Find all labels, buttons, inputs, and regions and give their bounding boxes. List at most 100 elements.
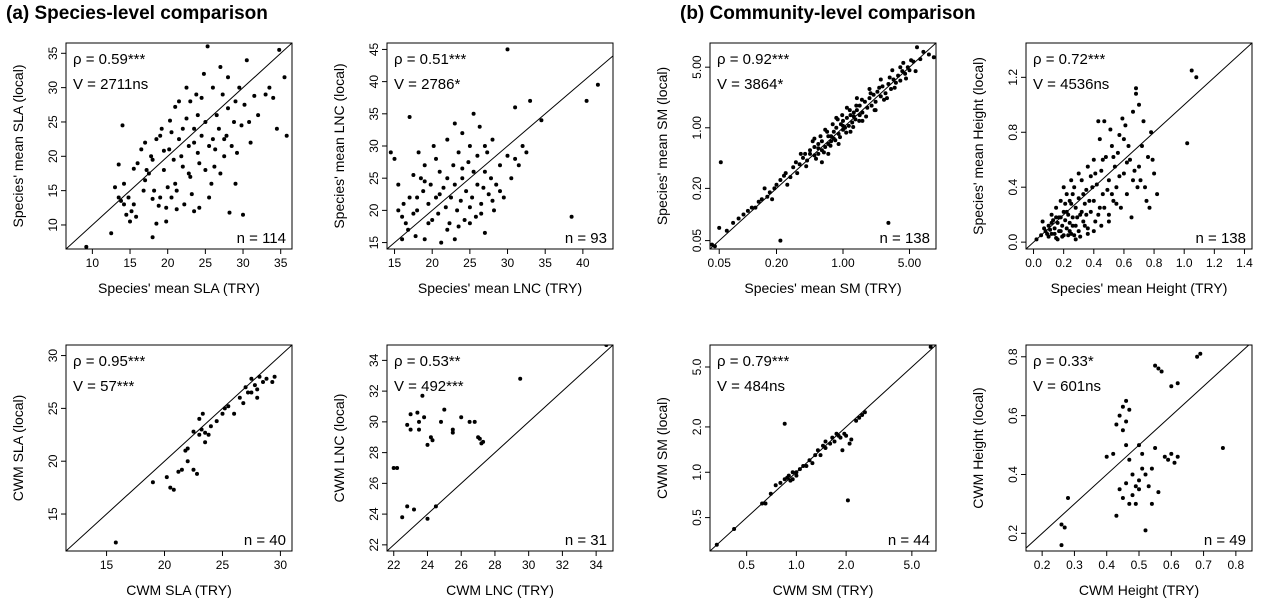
data-point xyxy=(887,75,892,80)
y-axis-label: CWM LNC (local) xyxy=(331,394,347,503)
data-point xyxy=(893,80,898,85)
data-point xyxy=(1152,171,1157,176)
plot-frame xyxy=(1025,42,1253,250)
data-point xyxy=(415,208,420,213)
scatter-panel-3: 0.05 0.20 1.00 5.00 0.05 0.20 1.00 5.00 Species'… xyxy=(654,42,937,296)
data-point xyxy=(790,470,795,475)
data-point xyxy=(770,197,775,202)
data-point xyxy=(434,195,438,200)
data-point xyxy=(850,120,855,125)
data-point xyxy=(420,393,425,398)
data-point xyxy=(144,168,149,172)
data-point xyxy=(797,467,802,472)
data-point xyxy=(277,47,282,52)
data-point xyxy=(1054,205,1059,210)
data-point xyxy=(1127,457,1132,462)
x-tick-label: 0.3 xyxy=(1066,558,1083,572)
data-point xyxy=(871,92,876,97)
data-point xyxy=(798,151,803,156)
data-point xyxy=(471,111,476,116)
data-point xyxy=(233,181,238,186)
stat-rho: ρ = 0.92*** xyxy=(717,51,789,68)
data-point xyxy=(1070,215,1075,220)
data-point xyxy=(229,144,234,148)
data-point xyxy=(256,113,261,118)
plot-frame xyxy=(709,42,937,250)
data-point xyxy=(786,473,791,478)
sample-size: n = 138 xyxy=(1196,230,1246,247)
data-point xyxy=(417,419,421,424)
data-point xyxy=(267,85,272,90)
data-point xyxy=(513,105,518,110)
data-point xyxy=(411,211,416,216)
data-point xyxy=(829,134,834,139)
x-tick-label: 1.0 xyxy=(788,558,805,572)
data-point xyxy=(200,411,205,416)
data-point xyxy=(1143,185,1147,190)
data-point xyxy=(788,175,793,180)
x-tick-label: 20 xyxy=(161,256,175,270)
data-point xyxy=(808,151,812,156)
data-point xyxy=(233,99,238,104)
data-point xyxy=(890,68,895,73)
data-point xyxy=(857,103,862,108)
data-point xyxy=(146,171,151,176)
data-point xyxy=(915,45,919,50)
data-point xyxy=(816,146,821,151)
data-point xyxy=(477,436,482,441)
data-point xyxy=(1115,150,1120,155)
data-point xyxy=(509,176,514,181)
data-point xyxy=(1073,237,1078,242)
data-point xyxy=(1105,187,1110,192)
data-point xyxy=(505,153,510,158)
one-to-one-line xyxy=(387,345,613,551)
data-point xyxy=(422,237,427,242)
plot-area xyxy=(387,47,613,249)
data-point xyxy=(184,85,189,90)
data-point xyxy=(199,95,204,100)
data-point xyxy=(1082,201,1087,206)
data-point xyxy=(1081,219,1086,224)
data-point xyxy=(471,169,476,174)
data-point xyxy=(1169,384,1174,389)
x-tick-label: 0.05 xyxy=(708,256,732,270)
data-point xyxy=(400,214,405,219)
sample-size: n = 40 xyxy=(244,532,286,549)
data-point xyxy=(131,166,136,171)
data-point xyxy=(1147,205,1152,210)
data-point xyxy=(403,221,408,226)
data-point xyxy=(1143,528,1148,533)
plot-frame xyxy=(386,344,614,552)
data-point xyxy=(926,52,931,57)
data-point xyxy=(878,77,883,82)
data-point xyxy=(445,137,450,142)
data-point xyxy=(1084,212,1089,217)
data-point xyxy=(838,135,842,140)
x-tick-label: 0.8 xyxy=(1146,256,1163,270)
data-point xyxy=(1121,137,1126,142)
data-point xyxy=(205,44,210,49)
x-axis-label: Species' mean Height (TRY) xyxy=(1051,280,1228,296)
scatter-panel-7: 0.5 1.0 2.0 5.0 0.5 1.0 2.0 5.0 CWM SM (TRY) CWM … xyxy=(654,344,937,598)
data-point xyxy=(1058,215,1063,220)
data-point xyxy=(1061,209,1066,214)
data-point xyxy=(834,115,839,120)
data-point xyxy=(203,120,208,124)
data-point xyxy=(220,92,225,97)
data-point xyxy=(1114,513,1119,518)
data-point xyxy=(882,97,886,102)
data-point xyxy=(1078,234,1083,239)
data-point xyxy=(180,164,185,169)
data-point xyxy=(450,427,455,432)
plot-frame xyxy=(709,344,937,552)
data-point xyxy=(1064,209,1069,214)
data-point xyxy=(452,121,457,126)
data-point xyxy=(152,188,157,193)
x-tick-label: 15 xyxy=(388,256,402,270)
y-tick-label: 25 xyxy=(46,115,60,129)
x-tick-label: 35 xyxy=(539,256,553,270)
data-point xyxy=(449,195,453,200)
one-to-one-line xyxy=(710,345,936,551)
x-tick-label: 32 xyxy=(556,558,570,572)
one-to-one-line xyxy=(66,43,292,249)
